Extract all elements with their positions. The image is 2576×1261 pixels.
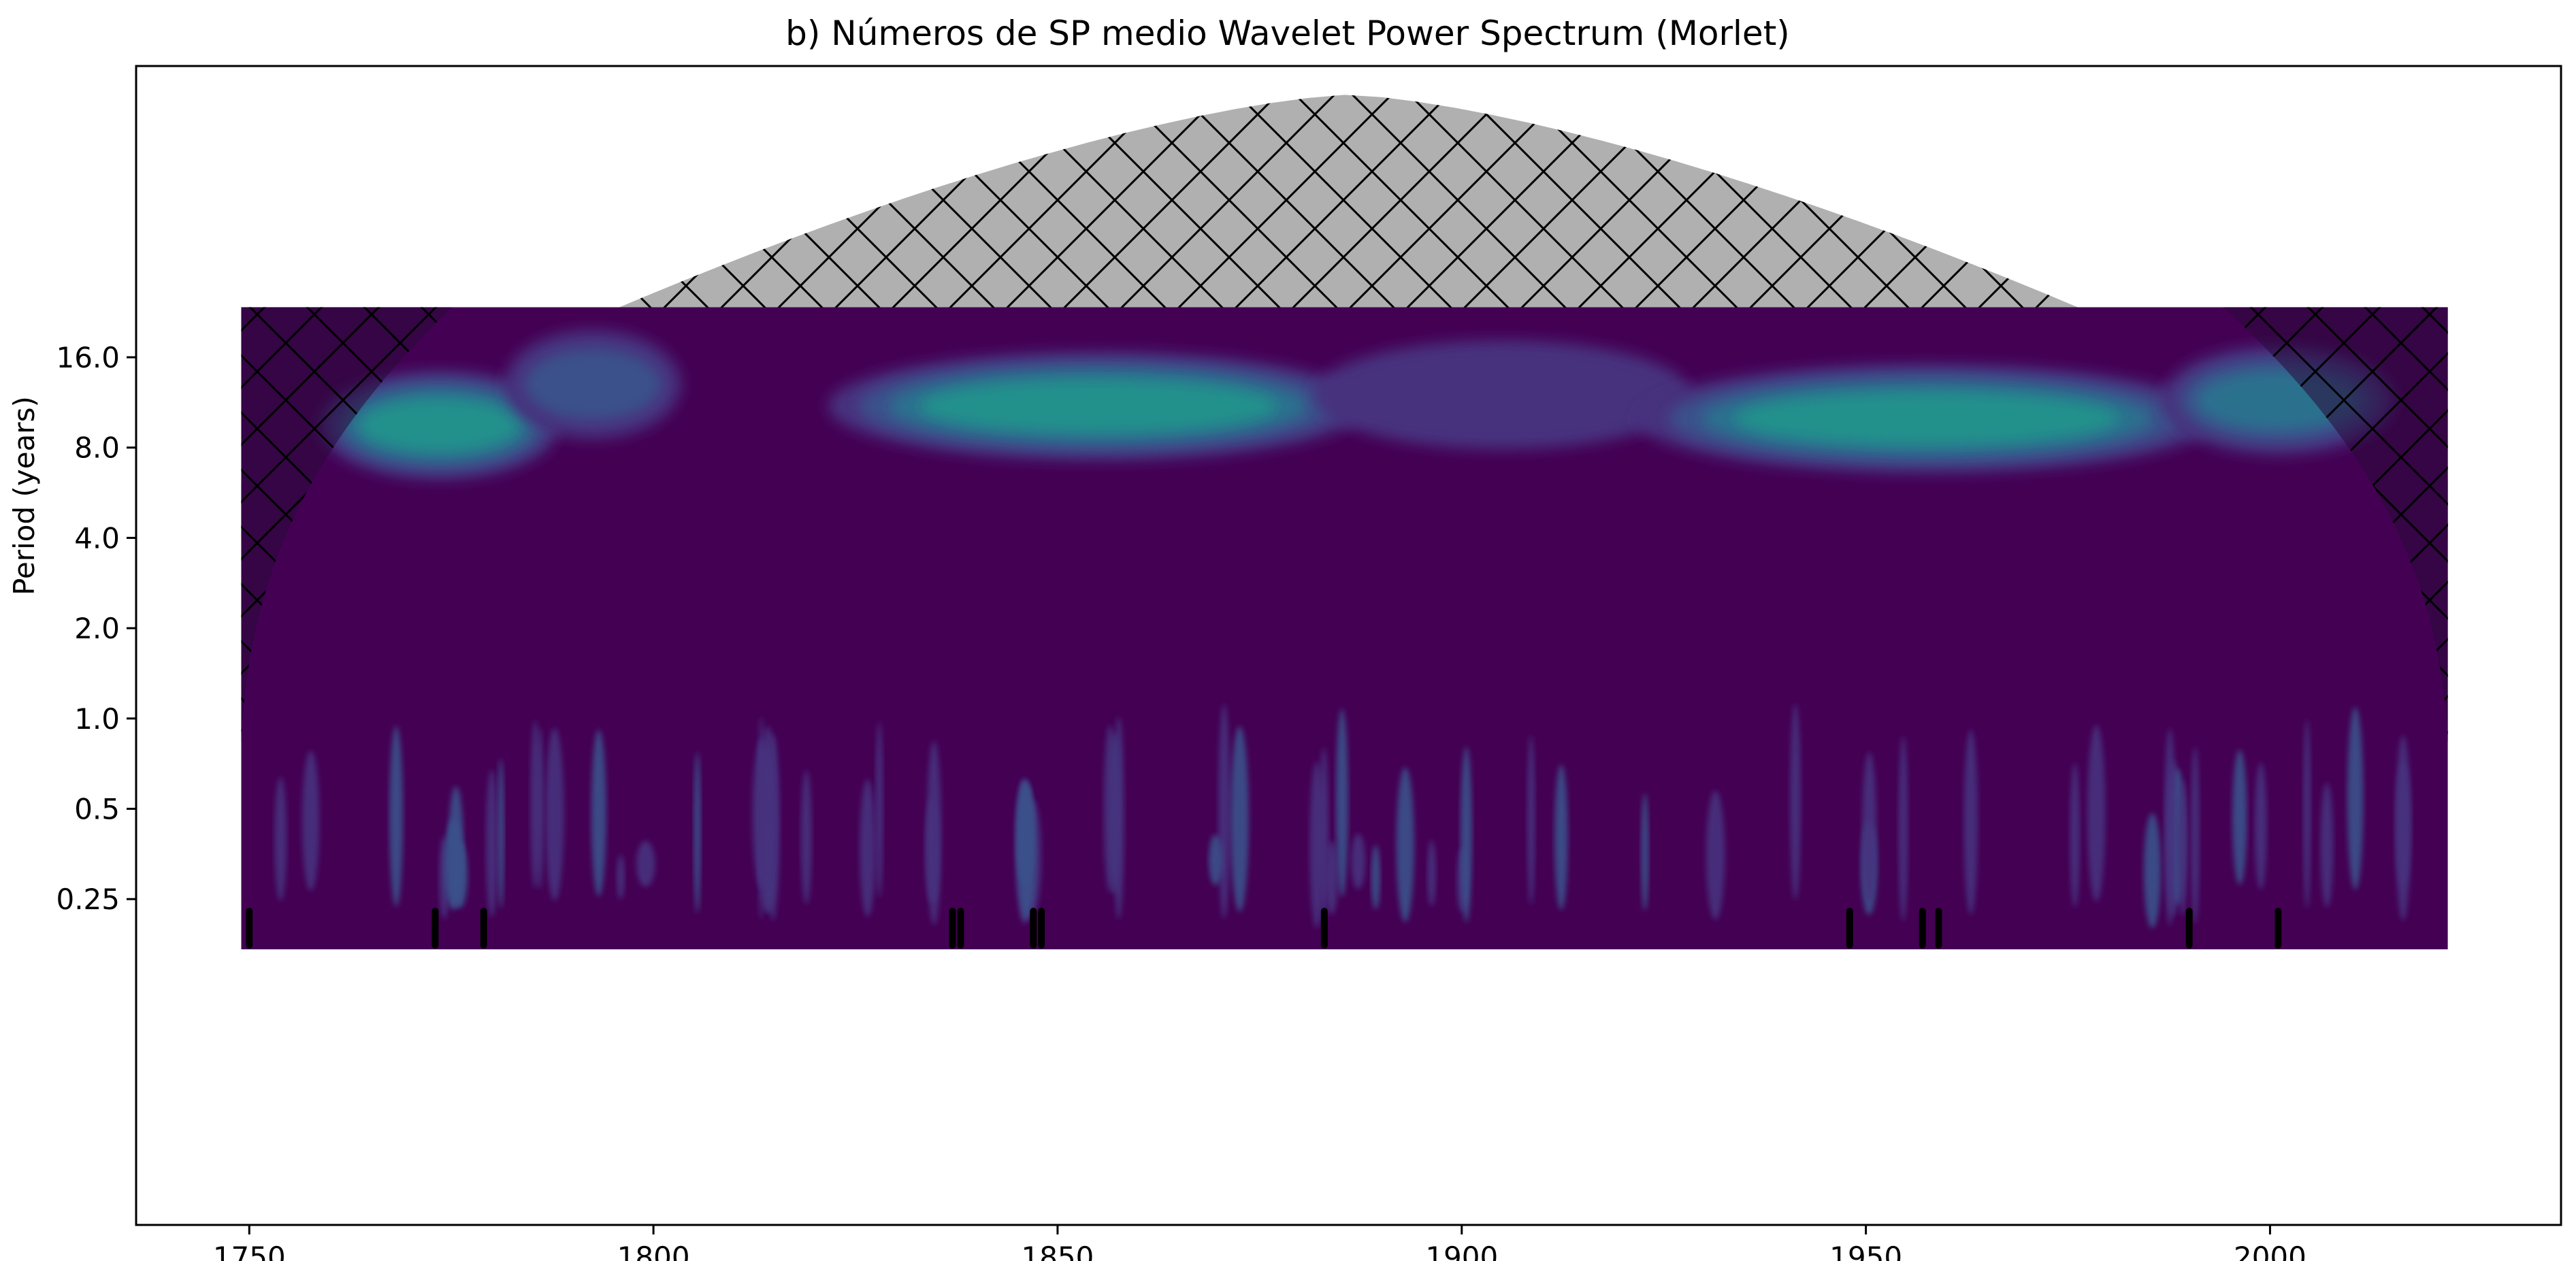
x-tick-label-1850: 1850 (1021, 1241, 1094, 1261)
streak-59 (2254, 763, 2267, 890)
power-band-0-level-4 (359, 399, 519, 452)
plot-area (241, 95, 2448, 950)
streak-4 (636, 841, 655, 887)
streak-56 (1460, 747, 1473, 922)
streak-36 (1209, 834, 1223, 886)
streak-6 (1706, 790, 1725, 920)
y-axis: 0.25 0.5 1.0 2.0 4.0 8.0 16.0 (56, 341, 136, 916)
significance-mark-5 (1030, 907, 1037, 949)
streak-46 (389, 725, 404, 906)
streak-29 (1641, 793, 1649, 911)
y-tick-label-4: 4.0 (74, 521, 120, 555)
cone-edge-hatch-0 (241, 307, 453, 743)
streak-13 (2070, 763, 2081, 907)
streak-12 (2320, 783, 2334, 907)
y-tick-label-6: 16.0 (56, 341, 120, 374)
streak-41 (1371, 845, 1381, 910)
streak-21 (591, 730, 606, 896)
streak-54 (1963, 730, 1978, 915)
significance-mark-3 (949, 907, 956, 949)
x-tick-label-1950: 1950 (1829, 1241, 1902, 1261)
streak-27 (497, 759, 504, 908)
power-band-4-level-4 (1734, 392, 2119, 445)
streak-65 (1309, 761, 1324, 928)
significance-mark-0 (246, 907, 253, 949)
significance-mark-1 (431, 907, 439, 949)
streak-1 (1351, 834, 1366, 889)
streak-52 (545, 727, 564, 901)
streak-5 (1218, 704, 1230, 919)
streak-2 (875, 721, 883, 898)
streak-68 (2087, 725, 2106, 902)
significance-layer (246, 907, 2282, 949)
cone-inner-layer (241, 307, 2448, 743)
streak-32 (1396, 767, 1414, 922)
streak-15 (2347, 707, 2364, 890)
streak-60 (2177, 779, 2188, 916)
streak-50 (752, 739, 771, 889)
significance-mark-10 (1935, 907, 1942, 949)
significance-mark-2 (480, 907, 487, 949)
y-tick-label-2: 1.0 (74, 702, 120, 736)
significance-mark-11 (2185, 907, 2193, 949)
streak-64 (1527, 735, 1535, 905)
significance-mark-4 (957, 907, 964, 949)
streak-47 (485, 770, 498, 917)
y-axis-label: Period (years) (7, 396, 41, 595)
streak-39 (2395, 735, 2411, 921)
streak-69 (926, 740, 942, 926)
x-axis: 1750 1800 1850 1900 1950 2000 (213, 1225, 2306, 1261)
y-tick-label-1: 0.5 (74, 793, 120, 826)
y-tick-label-5: 8.0 (74, 431, 120, 465)
significance-mark-7 (1320, 907, 1328, 949)
x-tick-label-1800: 1800 (617, 1241, 690, 1261)
streak-44 (2190, 747, 2200, 924)
streak-62 (1427, 840, 1436, 906)
streak-40 (694, 752, 701, 913)
streak-55 (1790, 704, 1801, 900)
chart-title: b) Números de SP medio Wavelet Power Spe… (785, 14, 1790, 53)
streak-31 (1554, 764, 1568, 911)
plot-frame (135, 65, 2562, 1226)
streak-48 (536, 727, 544, 890)
significance-mark-9 (1919, 907, 1926, 949)
cone-edge-hatch-1 (2223, 307, 2448, 743)
streak-43 (1113, 717, 1124, 919)
streak-28 (1230, 726, 1249, 912)
streak-35 (2232, 749, 2247, 885)
power-band-1-level-2 (524, 348, 662, 421)
streak-38 (2164, 728, 2176, 926)
power-spectrum-layer (241, 307, 2448, 950)
streak-18 (274, 776, 287, 901)
streak-23 (302, 751, 320, 891)
streak-33 (1335, 708, 1349, 897)
y-tick-label-0: 0.25 (56, 883, 120, 916)
streak-24 (1325, 840, 1338, 915)
significance-mark-6 (1038, 907, 1045, 949)
y-tick-label-3: 2.0 (74, 612, 120, 645)
streak-61 (1016, 779, 1033, 885)
streak-49 (860, 779, 876, 917)
significance-mark-12 (2275, 907, 2282, 949)
streak-26 (617, 855, 625, 900)
streak-10 (1898, 736, 1908, 921)
x-tick-label-1900: 1900 (1425, 1241, 1498, 1261)
streak-67 (2143, 813, 2162, 928)
significance-mark-8 (1846, 907, 1853, 949)
power-band-3-level-1 (1313, 340, 1691, 450)
streak-66 (448, 786, 464, 908)
x-tick-label-2000: 2000 (2234, 1241, 2306, 1261)
streak-57 (1862, 752, 1877, 904)
streak-51 (2303, 719, 2311, 908)
streak-37 (1103, 725, 1117, 893)
power-band-2-level-4 (919, 379, 1277, 433)
x-tick-label-1750: 1750 (213, 1241, 286, 1261)
streak-45 (800, 770, 812, 904)
